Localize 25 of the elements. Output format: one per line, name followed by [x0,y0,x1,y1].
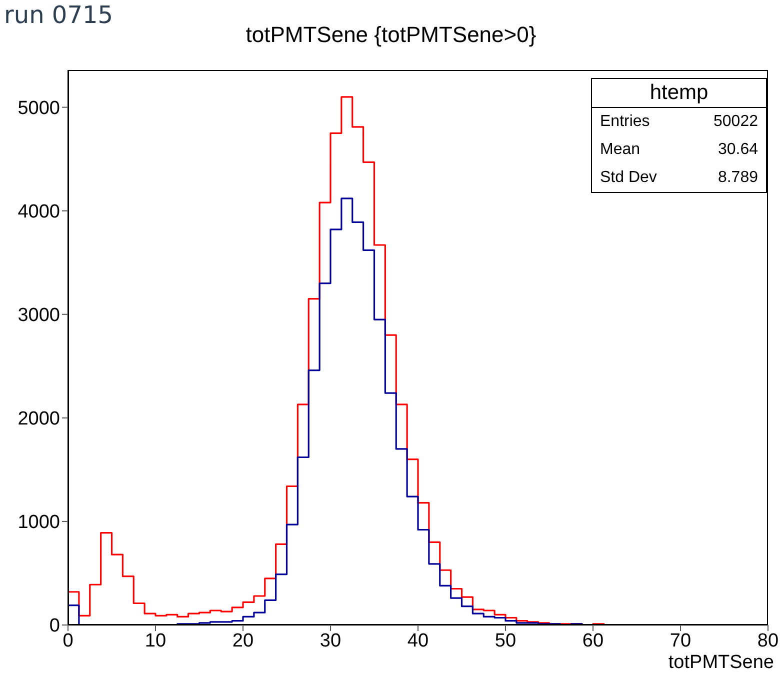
annotation: Std Dev [600,168,657,188]
x-tick-label: 20 [232,630,254,652]
chart-title: totPMTSene {totPMTSene>0} [246,22,536,47]
x-tick-label: 80 [757,630,779,652]
annotation: htemp [592,79,766,108]
annotation: 30.64 [718,140,758,160]
x-tick-label: 70 [670,630,692,652]
y-tick-label: 0 [49,616,60,637]
annotation: Mean [600,140,640,160]
y-tick-label: 2000 [18,408,60,430]
x-tick-label: 0 [62,630,74,652]
y-tick-label: 5000 [18,98,60,120]
x-tick-label: 60 [582,630,604,652]
x-axis-title: totPMTSene [668,652,774,674]
y-tick-label: 3000 [18,305,60,326]
annotation: Entries [600,112,650,132]
y-tick-label: 4000 [18,202,60,223]
x-tick-label: 50 [494,630,516,652]
x-tick-label: 30 [320,630,342,652]
annotation: 8.789 [718,168,758,188]
text: run 0715 [4,0,113,30]
y-tick-label: 1000 [18,512,60,534]
x-tick-label: 40 [407,630,429,652]
x-tick-label: 10 [144,630,166,652]
annotation: 50022 [714,112,758,132]
